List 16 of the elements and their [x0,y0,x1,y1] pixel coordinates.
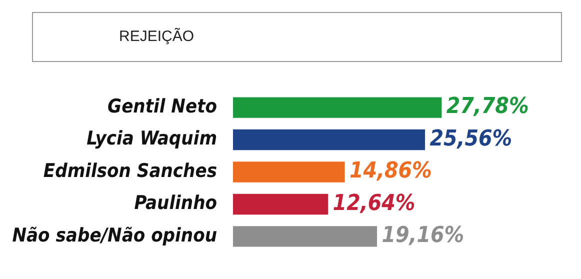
bar [233,226,378,247]
y-tick-label: Lycia Waquim [86,128,217,150]
data-label: 12,64% [332,190,416,216]
data-label: 25,56% [430,126,512,152]
bar [233,129,426,150]
data-label: 19,16% [382,223,464,248]
bar [233,194,328,215]
y-tick-label: Não sabe/Não opinou [12,224,217,246]
y-tick-label: Gentil Neto [108,95,218,118]
y-tick-label: Paulinho [134,192,218,214]
y-tick-label: Edmilson Sanches [43,160,217,182]
bar [233,97,442,118]
data-label: 14,86% [349,158,432,184]
data-label: 27,78% [446,94,529,120]
bar [233,162,345,182]
chart-title: REJEIÇÃO [119,28,194,45]
